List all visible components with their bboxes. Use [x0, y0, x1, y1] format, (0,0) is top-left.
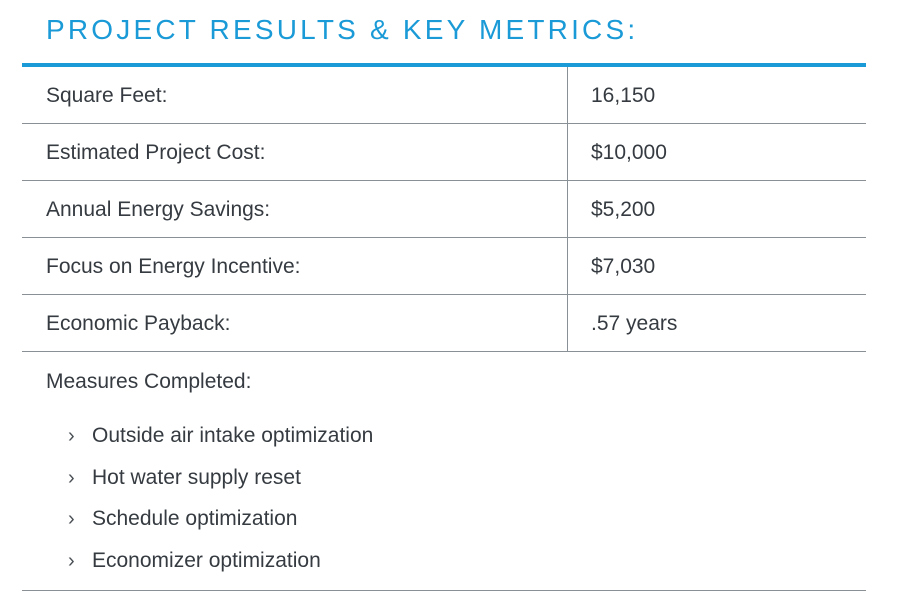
- list-item: › Economizer optimization: [68, 545, 373, 587]
- metric-value: 16,150: [591, 84, 656, 107]
- measure-text: Schedule optimization: [92, 507, 298, 530]
- metric-label: Focus on Energy Incentive:: [46, 255, 301, 278]
- chevron-right-icon: ›: [68, 508, 75, 530]
- metric-label: Square Feet:: [46, 84, 168, 107]
- list-item: › Hot water supply reset: [68, 462, 373, 504]
- metric-value: $10,000: [591, 141, 667, 164]
- metric-label: Economic Payback:: [46, 312, 231, 335]
- metric-value: .57 years: [591, 312, 678, 335]
- chevron-right-icon: ›: [68, 549, 75, 572]
- measures-list: › Outside air intake optimization › Hot wa…: [68, 420, 373, 586]
- metrics-row: Estimated Project Cost: $10,000: [22, 124, 866, 181]
- chevron-right-icon: ›: [68, 425, 75, 447]
- metrics-row: Focus on Energy Incentive: $7,030: [22, 238, 866, 295]
- heading-accent-rule: [22, 63, 866, 67]
- bottom-rule: [22, 590, 866, 591]
- metrics-table: Square Feet: 16,150 Estimated Project Co…: [22, 67, 866, 352]
- metrics-row: Square Feet: 16,150: [22, 67, 866, 124]
- column-divider: [567, 67, 568, 352]
- metrics-row: Economic Payback: .57 years: [22, 295, 866, 352]
- measure-text: Hot water supply reset: [92, 465, 301, 489]
- measures-title: Measures Completed:: [46, 370, 252, 393]
- chevron-right-icon: ›: [68, 466, 75, 489]
- metrics-row: Annual Energy Savings: $5,200: [22, 181, 866, 238]
- measure-text: Economizer optimization: [92, 548, 321, 572]
- metric-label: Estimated Project Cost:: [46, 141, 266, 164]
- list-item: › Outside air intake optimization: [68, 420, 373, 462]
- metric-value: $5,200: [591, 198, 656, 221]
- section-heading: PROJECT RESULTS & KEY METRICS:: [46, 14, 639, 45]
- metric-label: Annual Energy Savings:: [46, 198, 271, 221]
- list-item: › Schedule optimization: [68, 503, 373, 545]
- metric-value: $7,030: [591, 255, 656, 278]
- measure-text: Outside air intake optimization: [92, 424, 374, 447]
